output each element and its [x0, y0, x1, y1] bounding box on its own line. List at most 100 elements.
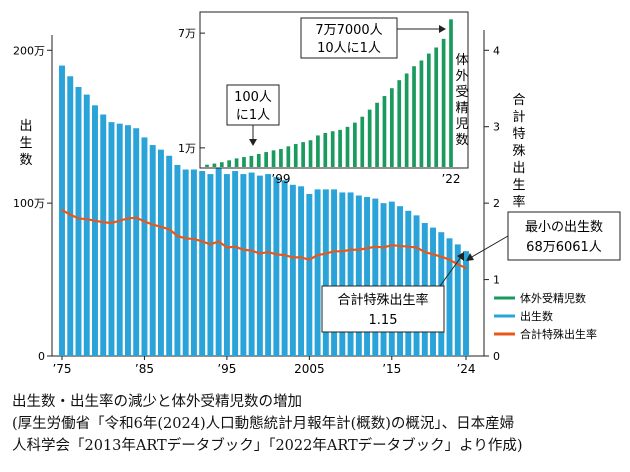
birth-bar — [240, 174, 247, 356]
x-tick-label: ’85 — [135, 362, 154, 376]
right-axis-title-char: 殊 — [512, 144, 525, 159]
birth-bar — [215, 166, 222, 356]
tfr-callout-line1: 合計特殊出生率 — [337, 292, 428, 308]
birth-bar — [166, 155, 173, 356]
ivf-bar — [316, 135, 320, 167]
birth-bar — [388, 201, 395, 356]
tfr-point — [382, 246, 385, 249]
ivf-bar — [353, 122, 357, 167]
left-axis-title-char: 出 — [19, 119, 32, 134]
ivf-bar — [308, 140, 313, 167]
birth-bar — [380, 203, 387, 356]
birth-bar — [207, 174, 214, 356]
ivf-bar — [404, 73, 409, 167]
tfr-point — [226, 246, 228, 249]
birth-bar — [256, 175, 263, 356]
ivf-max-callout-arrowhead — [439, 25, 446, 33]
ivf-bar — [382, 96, 387, 167]
birth-bar — [322, 189, 329, 356]
x-tick-label: ’95 — [217, 362, 236, 376]
tfr-point — [407, 245, 410, 248]
ivf-bar — [360, 116, 365, 167]
ivf-bar — [338, 129, 342, 167]
tfr-point — [366, 247, 368, 250]
ivf-bar — [375, 102, 379, 167]
tfr-point — [110, 222, 113, 224]
birth-bar — [83, 94, 90, 357]
birth-bar — [133, 128, 140, 356]
tfr-point — [324, 252, 327, 255]
birth-bar — [372, 198, 379, 356]
ivf-100-callout-box — [226, 84, 280, 126]
right-axis-title: 合計特殊出生率 — [512, 93, 525, 210]
ivf-bar — [426, 53, 431, 168]
inset-x-ticks: ’99 ’22 — [271, 172, 460, 186]
inset-x-tick-label: ’99 — [271, 172, 290, 186]
right-tick-label: 1 — [493, 274, 500, 287]
tfr-point — [127, 217, 129, 220]
tfr-callout-arrow — [439, 256, 462, 287]
birth-bar — [174, 164, 181, 356]
tfr-point — [176, 235, 179, 237]
tfr-point — [349, 248, 352, 251]
tfr-point — [143, 220, 146, 223]
inset-y-ticks: 1万 7万 — [178, 27, 205, 155]
right-tick-label: 4 — [493, 44, 500, 57]
birth-bar — [67, 76, 74, 357]
ivf-bar — [330, 131, 335, 167]
ivf-bar — [293, 144, 298, 167]
tfr-point — [291, 256, 294, 259]
ivf-bar — [249, 155, 254, 167]
ivf-bar — [323, 132, 328, 167]
tfr-point — [135, 216, 138, 219]
tfr-callout-box — [321, 285, 445, 333]
ivf-100-callout-line1: 100人 — [234, 90, 272, 105]
tfr-point — [184, 237, 187, 240]
ivf-bar — [286, 146, 291, 167]
tfr-point — [242, 248, 245, 251]
birth-bar — [199, 171, 206, 356]
tfr-point — [85, 218, 88, 221]
left-axis-title: 出 生 数 — [19, 119, 32, 168]
min-births-callout-line1: 最小の出生数 — [525, 220, 603, 235]
birth-bar — [265, 174, 272, 356]
tfr-point — [168, 228, 171, 231]
birth-bar — [273, 177, 280, 356]
legend: 体外受精児数 出生数 合計特殊出生率 — [494, 291, 597, 341]
right-axis-title-char: 計 — [512, 109, 525, 125]
left-axis-ticks: 0 100万 200万 — [13, 44, 52, 363]
ivf-max-callout-box — [300, 17, 398, 59]
tfr-point — [283, 254, 286, 257]
ivf-bar — [412, 66, 416, 167]
tfr-point — [267, 251, 270, 253]
tfr-point — [94, 219, 96, 222]
birth-bar — [331, 189, 338, 356]
legend-label-ivf: 体外受精児数 — [520, 291, 586, 305]
x-tick-label: ’15 — [382, 362, 401, 376]
tfr-point — [308, 258, 311, 261]
tfr-point — [456, 263, 459, 266]
ivf-bar — [390, 88, 394, 167]
ivf-bar — [242, 157, 246, 167]
ivf-bar — [212, 163, 217, 167]
birth-bar — [116, 123, 123, 356]
ivf-bar — [264, 152, 268, 167]
inset-y-tick-label: 7万 — [178, 27, 196, 40]
birth-bar — [446, 238, 453, 356]
ivf-100-callout-arrowhead — [249, 139, 257, 146]
birth-bar — [100, 114, 107, 357]
tfr-point — [357, 248, 360, 251]
tfr-point — [217, 240, 220, 243]
min-births-callout-line2: 68万6061人 — [526, 240, 602, 255]
birth-bar — [314, 189, 321, 356]
ivf-bar — [301, 142, 305, 167]
birth-bar — [306, 193, 313, 356]
tfr-point — [415, 246, 418, 249]
tfr-callout-arrowhead — [457, 252, 464, 261]
birth-bar — [157, 149, 164, 356]
birth-bar — [347, 192, 354, 356]
ivf-100-callout-line2: に1人 — [236, 108, 270, 123]
tfr-point — [440, 255, 443, 258]
birth-bar — [149, 145, 156, 356]
inset-y-tick-label: 1万 — [178, 142, 196, 155]
